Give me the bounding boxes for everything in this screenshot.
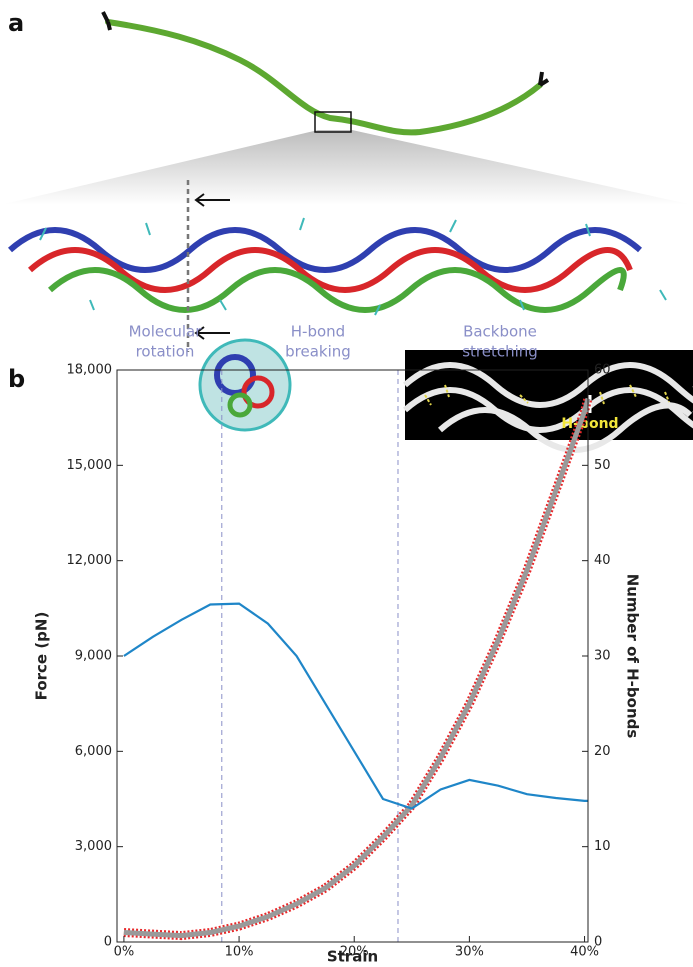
- region-label: breaking: [285, 343, 351, 361]
- panel-label: b: [8, 365, 25, 393]
- x-tick-label: 40%: [570, 945, 599, 960]
- arrow: [194, 193, 230, 207]
- hbond-line: [123, 602, 588, 810]
- y2-tick-label: 30: [594, 649, 611, 664]
- fiber: [105, 19, 543, 136]
- y-tick-label: 3,000: [75, 839, 112, 854]
- region-label: H-bond: [291, 323, 345, 341]
- x-tick-label: 20%: [340, 945, 369, 960]
- plot-frame: [116, 369, 589, 943]
- inset-label: H-bond: [561, 416, 618, 432]
- y-tick-label: 6,000: [75, 744, 112, 759]
- fiber-end: [101, 11, 112, 31]
- region-label: Molecular: [129, 323, 203, 341]
- region-label: rotation: [136, 343, 195, 361]
- y2-tick-label: 60: [594, 363, 611, 378]
- y-tick-label: 18,000: [67, 363, 113, 378]
- x-axis-title: Strain: [327, 948, 378, 966]
- y2-axis-title: Number of H-bonds: [624, 574, 642, 739]
- h-bond-marks: [424, 384, 670, 406]
- panel-a: a H-bond: [0, 9, 693, 453]
- zoom-fan: [0, 130, 693, 205]
- y-axis-title: Force (pN): [33, 612, 51, 701]
- y2-tick-label: 20: [594, 744, 611, 759]
- y-tick-label: 12,000: [67, 553, 113, 568]
- y2-tick-label: 40: [594, 553, 611, 568]
- zoom-box: [314, 111, 352, 133]
- arrow: [194, 326, 230, 340]
- force-line: [123, 397, 591, 939]
- x-tick-label: 0%: [114, 945, 135, 960]
- x-tick-label: 30%: [455, 945, 484, 960]
- region-label: Backbone: [463, 323, 537, 341]
- y2-tick-label: 0: [594, 935, 602, 950]
- helix: [8, 227, 642, 313]
- y2-tick-label: 10: [594, 839, 611, 854]
- fiber-end: [538, 71, 550, 87]
- side-chains: [39, 217, 667, 316]
- y-tick-label: 15,000: [67, 458, 113, 473]
- x-tick-label: 10%: [225, 945, 254, 960]
- panel-b: b Molecular rotation H-bond breaking Backbon…: [8, 323, 642, 966]
- panel-label: a: [8, 9, 24, 37]
- region-label: stretching: [462, 343, 538, 361]
- cross-section: [198, 338, 292, 432]
- force-noise: [123, 397, 593, 941]
- y-tick-label: 0: [104, 935, 112, 950]
- y-tick-label: 9,000: [75, 649, 112, 664]
- y2-tick-label: 50: [594, 458, 611, 473]
